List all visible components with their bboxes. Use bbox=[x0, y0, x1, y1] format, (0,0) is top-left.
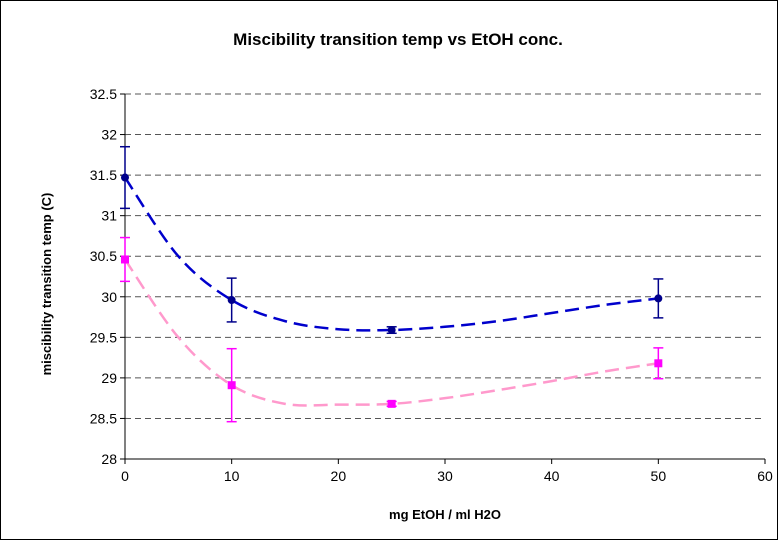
y-tick-label: 29.5 bbox=[90, 329, 117, 345]
y-tick-label: 31.5 bbox=[90, 167, 117, 183]
x-tick-label: 40 bbox=[544, 468, 560, 484]
data-point bbox=[227, 296, 236, 305]
x-tick-label: 50 bbox=[651, 468, 667, 484]
y-tick-label: 31 bbox=[101, 208, 117, 224]
data-point bbox=[654, 359, 663, 368]
data-point bbox=[387, 326, 396, 335]
x-axis-title: mg EtOH / ml H2O bbox=[389, 507, 501, 522]
x-tick-label: 10 bbox=[224, 468, 240, 484]
x-tick-label: 20 bbox=[331, 468, 347, 484]
y-tick-labels: 28 28.5 29 29.5 30 30.5 31 31.5 32 32.5 bbox=[90, 86, 117, 467]
y-tick-label: 28.5 bbox=[90, 410, 117, 426]
series-layer bbox=[120, 145, 664, 423]
y-tick-label: 32.5 bbox=[90, 86, 117, 102]
y-tick-label: 32 bbox=[101, 127, 117, 143]
x-tick-labels: 0 10 20 30 40 50 60 bbox=[121, 468, 773, 484]
x-tick-label: 60 bbox=[757, 468, 773, 484]
y-tick-label: 30 bbox=[101, 289, 117, 305]
y-axis-title: miscibility transition temp (C) bbox=[39, 193, 54, 376]
gridlines bbox=[125, 93, 765, 419]
axes bbox=[120, 93, 766, 464]
x-tick-label: 30 bbox=[437, 468, 453, 484]
y-tick-label: 29 bbox=[101, 370, 117, 386]
data-point bbox=[654, 294, 663, 303]
data-point bbox=[121, 173, 129, 182]
data-point bbox=[227, 381, 236, 390]
y-tick-label: 28 bbox=[101, 451, 117, 467]
series-2 bbox=[120, 236, 664, 423]
data-point bbox=[121, 255, 129, 264]
y-tick-label: 30.5 bbox=[90, 248, 117, 264]
chart-title: Miscibility transition temp vs EtOH conc… bbox=[233, 30, 563, 49]
series-1 bbox=[120, 145, 664, 335]
series-1-trend-line bbox=[123, 176, 659, 332]
x-tick-label: 0 bbox=[121, 468, 129, 484]
data-point bbox=[387, 399, 396, 408]
